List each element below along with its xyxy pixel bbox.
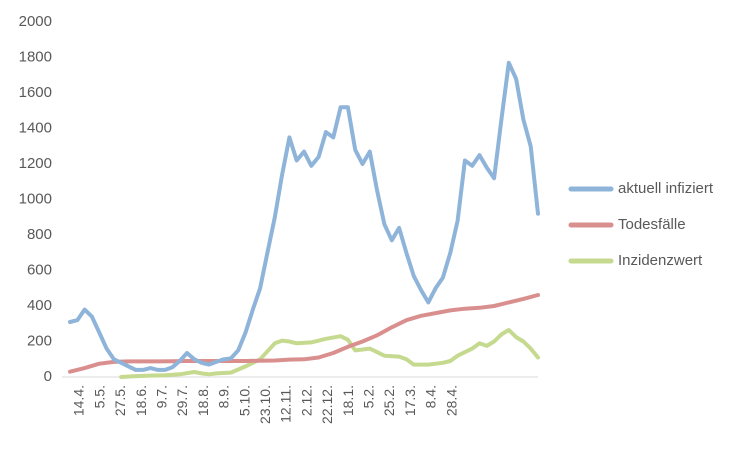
x-tick-label: 2.12. xyxy=(298,385,314,416)
legend-label: Inzidenzwert xyxy=(618,252,703,269)
x-tick-label: 12.11. xyxy=(278,385,294,423)
x-tick-label: 14.4. xyxy=(71,385,87,416)
y-tick-label: 1000 xyxy=(19,190,52,207)
y-tick-label: 600 xyxy=(27,261,52,278)
x-tick-label: 8.4. xyxy=(423,385,439,408)
x-tick-label: 17.3. xyxy=(402,385,418,416)
x-tick-label: 5.2. xyxy=(361,385,377,408)
y-tick-label: 2000 xyxy=(19,13,52,30)
legend-label: aktuell infiziert xyxy=(618,180,714,197)
x-tick-label: 28.4. xyxy=(443,385,459,416)
y-tick-label: 400 xyxy=(27,297,52,314)
x-tick-label: 18.6. xyxy=(133,385,149,416)
plot-area: 0 200 400 600 800 1000 1200 1400 1600 1800 2000 14… xyxy=(19,13,540,424)
series-line-todesf-lle xyxy=(68,293,540,374)
x-tick-label: 25.2. xyxy=(381,385,397,416)
legend: aktuell infiziert Todesfälle Inzidenzwert xyxy=(568,180,714,269)
legend-item: Todesfälle xyxy=(568,216,686,233)
x-tick-label: 23.10. xyxy=(257,385,273,424)
x-tick-label: 29.7. xyxy=(174,385,190,416)
series-lines xyxy=(68,60,540,379)
y-tick-label: 1800 xyxy=(19,48,52,65)
x-tick-label: 18.8. xyxy=(195,385,211,416)
x-tick-label: 22.12. xyxy=(319,385,335,424)
legend-item: aktuell infiziert xyxy=(568,180,714,197)
x-tick-label: 5.10. xyxy=(236,385,252,416)
legend-item: Inzidenzwert xyxy=(568,252,703,269)
y-tick-label: 200 xyxy=(27,332,52,349)
x-tick-label: 9.7. xyxy=(154,385,170,408)
y-tick-label: 800 xyxy=(27,226,52,243)
y-tick-label: 1200 xyxy=(19,155,52,172)
x-tick-label: 18.1. xyxy=(340,385,356,416)
x-axis: 14.4. 5.5. 27.5. 18.6. 9.7. 29.7. 18.8. 8.9. 5.1… xyxy=(71,385,460,424)
series-line-aktuell-infiziert xyxy=(68,60,540,372)
x-tick-label: 27.5. xyxy=(112,385,128,416)
legend-label: Todesfälle xyxy=(618,216,686,233)
y-tick-label: 1600 xyxy=(19,84,52,101)
y-axis: 0 200 400 600 800 1000 1200 1400 1600 1800 2000 xyxy=(19,13,52,385)
x-tick-label: 5.5. xyxy=(91,385,107,408)
y-tick-label: 1400 xyxy=(19,119,52,136)
y-tick-label: 0 xyxy=(44,368,52,385)
x-tick-label: 8.9. xyxy=(216,385,232,408)
